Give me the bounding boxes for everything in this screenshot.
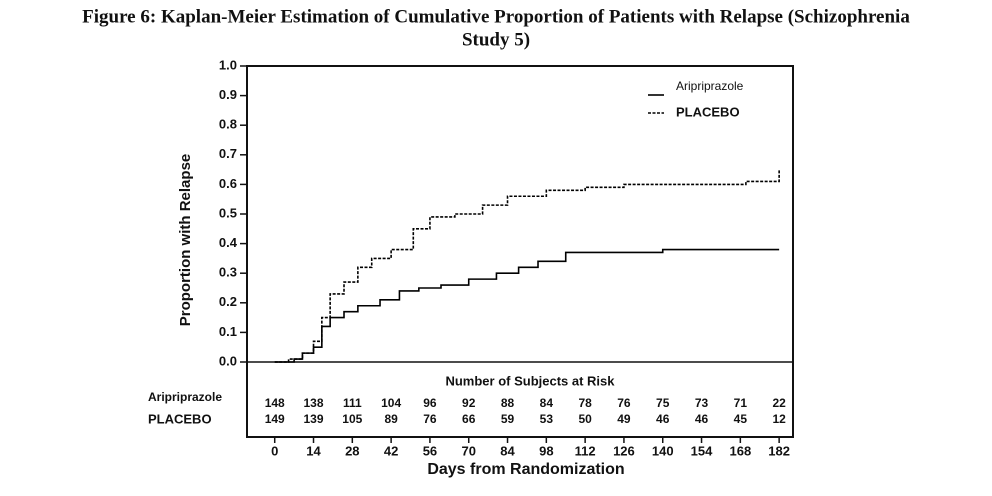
risk-count: 78	[578, 396, 592, 410]
risk-count: 45	[734, 412, 748, 426]
y-tick-label: 0.0	[219, 353, 237, 368]
risk-row-label: PLACEBO	[148, 411, 212, 426]
y-tick-label: 0.9	[219, 87, 237, 102]
risk-count: 22	[772, 396, 786, 410]
chart-title-line: Study 5)	[462, 29, 530, 50]
risk-count: 49	[617, 412, 631, 426]
risk-count: 46	[656, 412, 670, 426]
risk-count: 73	[695, 396, 709, 410]
x-tick-label: 0	[271, 443, 278, 458]
x-tick-label: 14	[306, 443, 321, 458]
risk-count: 50	[578, 412, 592, 426]
legend-label: Aripriprazole	[676, 79, 744, 93]
risk-count: 104	[381, 396, 401, 410]
risk-count: 46	[695, 412, 709, 426]
x-tick-label: 140	[652, 443, 674, 458]
risk-table-title: Number of Subjects at Risk	[445, 373, 615, 388]
survival-curve	[274, 248, 780, 363]
risk-count: 111	[343, 396, 362, 410]
x-tick-label: 98	[539, 443, 553, 458]
risk-row-label: Aripriprazole	[148, 390, 222, 404]
x-tick-label: 84	[500, 443, 515, 458]
x-tick-label: 154	[691, 443, 713, 458]
y-tick-label: 1.0	[219, 57, 237, 72]
risk-count: 75	[656, 396, 670, 410]
legend-label: PLACEBO	[676, 104, 740, 119]
y-tick-label: 0.8	[219, 117, 237, 132]
x-tick-label: 182	[768, 443, 790, 458]
y-tick-label: 0.4	[219, 235, 238, 250]
x-tick-label: 168	[729, 443, 751, 458]
risk-count: 149	[265, 412, 285, 426]
y-tick-label: 0.1	[219, 324, 237, 339]
risk-count: 148	[265, 396, 285, 410]
risk-count: 96	[423, 396, 437, 410]
risk-count: 71	[734, 396, 748, 410]
chart-title-line: Figure 6: Kaplan-Meier Estimation of Cum…	[82, 6, 910, 27]
x-tick-label: 28	[345, 443, 359, 458]
risk-count: 92	[462, 396, 476, 410]
y-tick-label: 0.3	[219, 265, 237, 280]
risk-count: 59	[501, 412, 515, 426]
x-tick-label: 56	[423, 443, 437, 458]
risk-count: 105	[342, 412, 362, 426]
x-axis-label: Days from Randomization	[427, 461, 624, 478]
y-tick-label: 0.5	[219, 205, 237, 220]
risk-count: 76	[423, 412, 437, 426]
y-tick-label: 0.2	[219, 294, 237, 309]
y-axis-label: Proportion with Relapse	[177, 154, 194, 327]
risk-count: 84	[540, 396, 554, 410]
x-tick-label: 70	[461, 443, 475, 458]
risk-count: 53	[540, 412, 554, 426]
risk-count: 12	[772, 412, 786, 426]
y-tick-label: 0.7	[219, 146, 237, 161]
risk-count: 88	[501, 396, 515, 410]
x-tick-label: 42	[384, 443, 398, 458]
survival-curve	[274, 169, 780, 363]
risk-count: 139	[304, 412, 324, 426]
y-tick-label: 0.6	[219, 176, 237, 191]
x-tick-label: 126	[613, 443, 635, 458]
risk-count: 138	[304, 396, 324, 410]
risk-count: 89	[384, 412, 398, 426]
plot-frame	[246, 65, 794, 438]
x-tick-label: 112	[575, 443, 596, 458]
risk-count: 66	[462, 412, 476, 426]
risk-count: 76	[617, 396, 631, 410]
